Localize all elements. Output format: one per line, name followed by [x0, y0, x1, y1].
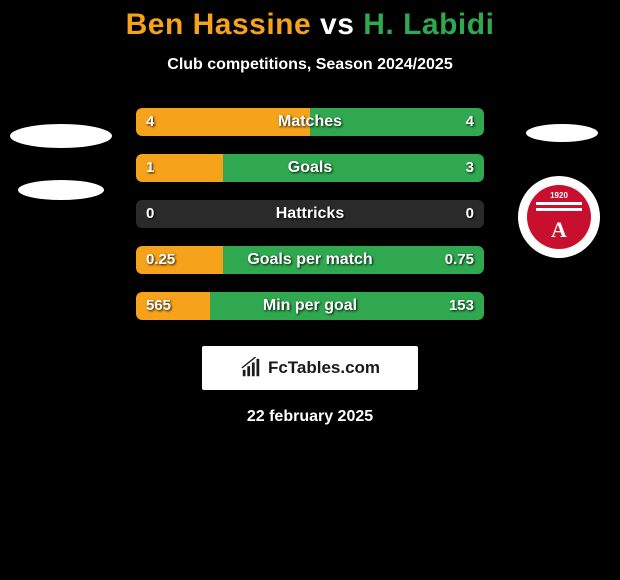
stat-bar: [136, 246, 484, 274]
stat-bar: [136, 154, 484, 182]
stat-value-left: 565: [146, 292, 171, 320]
player1-name: Ben Hassine: [126, 8, 312, 41]
stat-value-right: 0.75: [445, 246, 474, 274]
stat-bar-right: [223, 154, 484, 182]
stat-bar-right: [210, 292, 484, 320]
stat-value-right: 4: [466, 108, 474, 136]
stat-value-left: 1: [146, 154, 154, 182]
stat-row: Hattricks00: [0, 190, 620, 236]
stat-row: Matches44: [0, 98, 620, 144]
stat-bar: [136, 292, 484, 320]
stat-value-right: 3: [466, 154, 474, 182]
stat-value-right: 153: [449, 292, 474, 320]
player2-name: H. Labidi: [363, 8, 494, 41]
stat-value-left: 0.25: [146, 246, 175, 274]
footer-badge: FcTables.com: [202, 346, 418, 390]
stat-value-left: 4: [146, 108, 154, 136]
stat-value-right: 0: [466, 200, 474, 228]
stat-bar: [136, 108, 484, 136]
stats-section: Matches44Goals13Hattricks00Goals per mat…: [0, 98, 620, 328]
stat-bar-left: [136, 108, 310, 136]
stat-row: Goals per match0.250.75: [0, 236, 620, 282]
bar-chart-icon: [240, 357, 262, 379]
stat-row: Min per goal565153: [0, 282, 620, 328]
stat-bar: [136, 200, 484, 228]
vs-label: vs: [320, 8, 354, 41]
subtitle: Club competitions, Season 2024/2025: [0, 56, 620, 74]
stat-row: Goals13: [0, 144, 620, 190]
stat-value-left: 0: [146, 200, 154, 228]
footer-site: FcTables.com: [268, 358, 380, 378]
page-title: Ben Hassine vs H. Labidi: [0, 8, 620, 42]
date: 22 february 2025: [0, 408, 620, 426]
comparison-infographic: Ben Hassine vs H. Labidi Club competitio…: [0, 0, 620, 580]
stat-bar-right: [310, 108, 484, 136]
